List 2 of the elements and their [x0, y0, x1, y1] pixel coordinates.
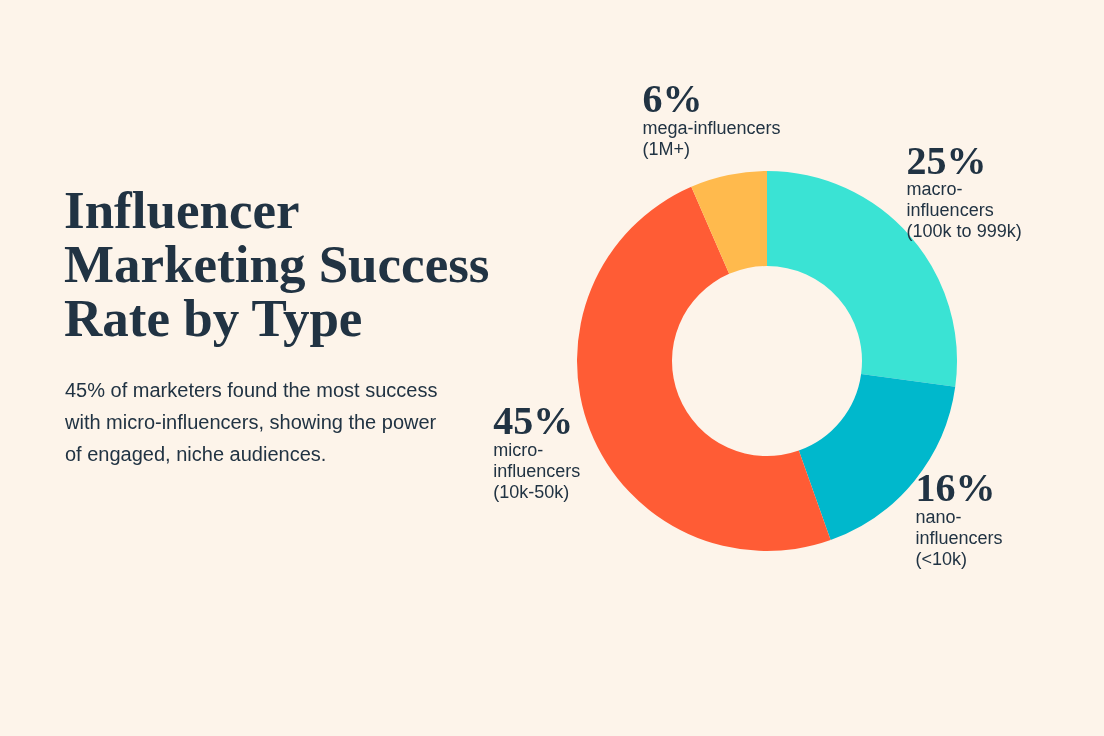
text: 45% of marketers found the most success with micro-influencers, showing the power of engaged, niche audiences.: [65, 378, 439, 467]
text: Influencer Marketing Success Rate by Type: [64, 181, 491, 347]
